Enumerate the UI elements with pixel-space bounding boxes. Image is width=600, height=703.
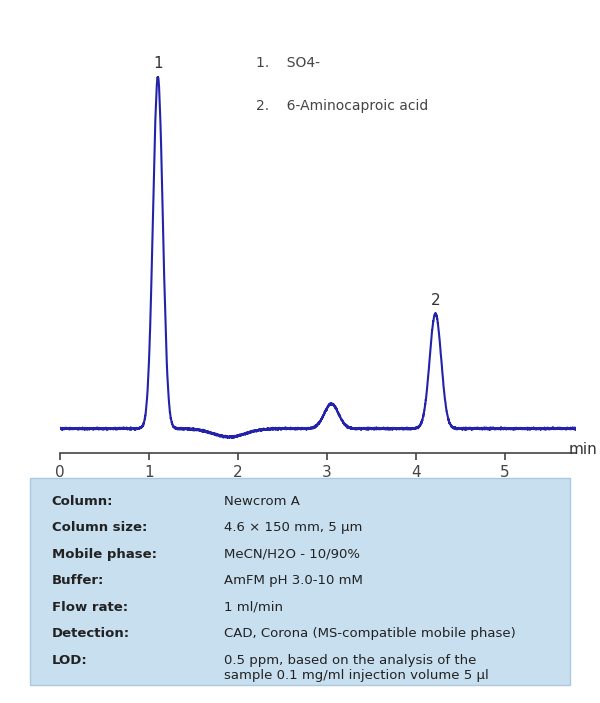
Text: Column:: Column: [52,495,113,508]
Text: Buffer:: Buffer: [52,574,104,587]
Text: 4.6 × 150 mm, 5 μm: 4.6 × 150 mm, 5 μm [224,521,363,534]
Text: 1: 1 [153,56,163,71]
Text: AmFM pH 3.0-10 mM: AmFM pH 3.0-10 mM [224,574,363,587]
Text: MeCN/H2O - 10/90%: MeCN/H2O - 10/90% [224,548,361,561]
FancyBboxPatch shape [30,478,570,685]
Text: 2.    6-Aminocaproic acid: 2. 6-Aminocaproic acid [256,99,428,113]
Text: 1.    SO4-: 1. SO4- [256,56,320,70]
Text: Newcrom A: Newcrom A [224,495,300,508]
Text: 0.5 ppm, based on the analysis of the
sample 0.1 mg/ml injection volume 5 μl: 0.5 ppm, based on the analysis of the sa… [224,654,489,682]
Text: Column size:: Column size: [52,521,147,534]
Text: Detection:: Detection: [52,627,130,640]
Text: min: min [569,442,598,457]
Text: CAD, Corona (MS-compatible mobile phase): CAD, Corona (MS-compatible mobile phase) [224,627,516,640]
Text: LOD:: LOD: [52,654,88,667]
Text: 1 ml/min: 1 ml/min [224,601,283,614]
Text: Flow rate:: Flow rate: [52,601,128,614]
Text: Mobile phase:: Mobile phase: [52,548,157,561]
Text: 2: 2 [431,293,440,308]
